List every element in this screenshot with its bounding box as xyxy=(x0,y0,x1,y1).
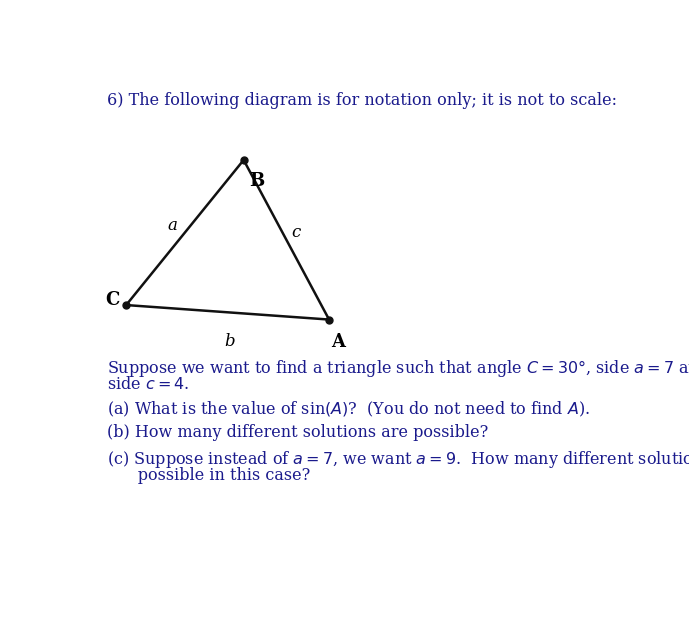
Text: A: A xyxy=(331,333,344,350)
Text: (b) How many different solutions are possible?: (b) How many different solutions are pos… xyxy=(107,423,489,440)
Text: c: c xyxy=(291,224,300,241)
Text: (c) Suppose instead of $a = 7$, we want $a = 9$.  How many different solutions a: (c) Suppose instead of $a = 7$, we want … xyxy=(107,448,689,470)
Text: B: B xyxy=(249,172,265,190)
Text: possible in this case?: possible in this case? xyxy=(107,467,311,484)
Text: b: b xyxy=(224,333,234,350)
Text: side $c = 4$.: side $c = 4$. xyxy=(107,376,190,393)
Text: 6) The following diagram is for notation only; it is not to scale:: 6) The following diagram is for notation… xyxy=(107,92,617,109)
Text: Suppose we want to find a triangle such that angle $C = 30°$, side $a = 7$ and: Suppose we want to find a triangle such … xyxy=(107,358,689,379)
Text: a: a xyxy=(167,217,178,234)
Text: C: C xyxy=(105,291,119,309)
Text: (a) What is the value of sin$(A)$?  (You do not need to find $A$).: (a) What is the value of sin$(A)$? (You … xyxy=(107,399,590,419)
